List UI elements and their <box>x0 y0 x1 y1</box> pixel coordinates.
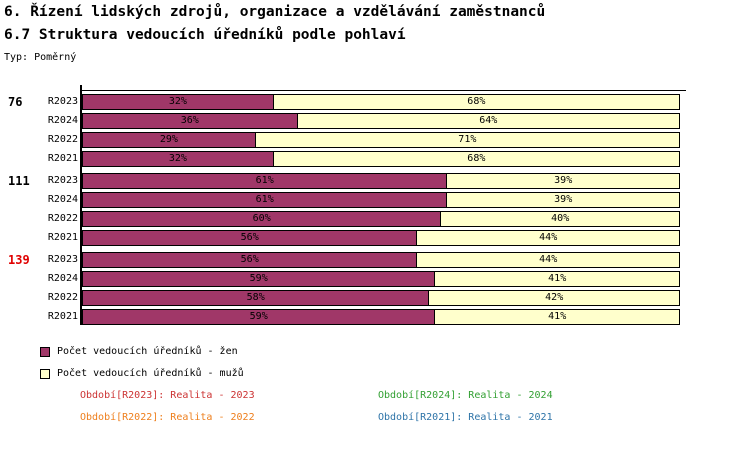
bar-segment-men: 39% <box>446 173 680 189</box>
group-total-label: 76 <box>8 95 23 109</box>
stacked-bar: 56% 44% <box>82 230 680 246</box>
row-category-label: R2022 <box>47 134 78 145</box>
bar-segment-men: 71% <box>254 132 680 148</box>
row-category-label: R2021 <box>47 153 78 164</box>
bar-segment-men: 42% <box>428 290 680 306</box>
stacked-bar-chart: 76 R2023 32% 68% R2024 36% 64% R2022 29% 71% R2021… <box>0 85 750 340</box>
row-category-label: R2024 <box>47 115 78 126</box>
bar-segment-men: 41% <box>434 309 680 325</box>
bar-segment-women: 32% <box>82 94 274 110</box>
y-axis-line <box>80 85 82 325</box>
row-category-label: R2024 <box>47 273 78 284</box>
row-category-label: R2021 <box>47 232 78 243</box>
period-label-r2022: Období[R2022]: Realita - 2022 <box>80 412 255 423</box>
period-label-r2024: Období[R2024]: Realita - 2024 <box>378 390 553 401</box>
row-category-label: R2022 <box>47 292 78 303</box>
row-category-label: R2024 <box>47 194 78 205</box>
stacked-bar: 59% 41% <box>82 271 680 287</box>
top-axis-line <box>82 90 686 91</box>
legend-label-men: Počet vedoucích úředníků - mužů <box>57 368 244 379</box>
legend-item-women: Počet vedoucích úředníků - žen <box>40 346 244 358</box>
bar-segment-women: 56% <box>82 230 418 246</box>
group-total-label: 111 <box>8 174 30 188</box>
row-category-label: R2022 <box>47 213 78 224</box>
bar-segment-women: 60% <box>82 211 442 227</box>
bar-segment-men: 44% <box>416 230 680 246</box>
stacked-bar: 36% 64% <box>82 113 680 129</box>
bar-segment-women: 36% <box>82 113 298 129</box>
stacked-bar: 61% 39% <box>82 173 680 189</box>
bar-segment-women: 29% <box>82 132 256 148</box>
stacked-bar: 59% 41% <box>82 309 680 325</box>
stacked-bar: 29% 71% <box>82 132 680 148</box>
bar-segment-men: 39% <box>446 192 680 208</box>
legend-label-women: Počet vedoucích úředníků - žen <box>57 346 238 357</box>
chart-type-label: Typ: Poměrný <box>4 52 77 63</box>
group-total-label: 139 <box>8 253 30 267</box>
bar-segment-women: 59% <box>82 271 436 287</box>
women-color-swatch <box>40 347 50 357</box>
stacked-bar: 32% 68% <box>82 94 680 110</box>
bar-segment-men: 68% <box>272 151 680 167</box>
legend-item-men: Počet vedoucích úředníků - mužů <box>40 368 244 380</box>
bar-segment-men: 41% <box>434 271 680 287</box>
period-label-r2023: Období[R2023]: Realita - 2023 <box>80 390 255 401</box>
page-title: 6. Řízení lidských zdrojů, organizace a … <box>4 4 546 20</box>
row-category-label: R2023 <box>47 175 78 186</box>
bar-segment-women: 59% <box>82 309 436 325</box>
bar-segment-women: 32% <box>82 151 274 167</box>
series-legend: Počet vedoucích úředníků - žen Počet ved… <box>40 346 244 390</box>
bar-segment-men: 40% <box>440 211 680 227</box>
bar-segment-women: 58% <box>82 290 430 306</box>
bar-segment-men: 44% <box>416 252 680 268</box>
stacked-bar: 60% 40% <box>82 211 680 227</box>
bar-segment-men: 68% <box>272 94 680 110</box>
men-color-swatch <box>40 369 50 379</box>
bar-segment-women: 61% <box>82 192 448 208</box>
row-category-label: R2023 <box>47 254 78 265</box>
chart-title: 6.7 Struktura vedoucích úředníků podle p… <box>4 27 406 43</box>
row-category-label: R2023 <box>47 96 78 107</box>
stacked-bar: 58% 42% <box>82 290 680 306</box>
stacked-bar: 32% 68% <box>82 151 680 167</box>
row-category-label: R2021 <box>47 311 78 322</box>
bar-segment-women: 56% <box>82 252 418 268</box>
stacked-bar: 61% 39% <box>82 192 680 208</box>
stacked-bar: 56% 44% <box>82 252 680 268</box>
bar-segment-women: 61% <box>82 173 448 189</box>
period-label-r2021: Období[R2021]: Realita - 2021 <box>378 412 553 423</box>
bar-segment-men: 64% <box>296 113 680 129</box>
